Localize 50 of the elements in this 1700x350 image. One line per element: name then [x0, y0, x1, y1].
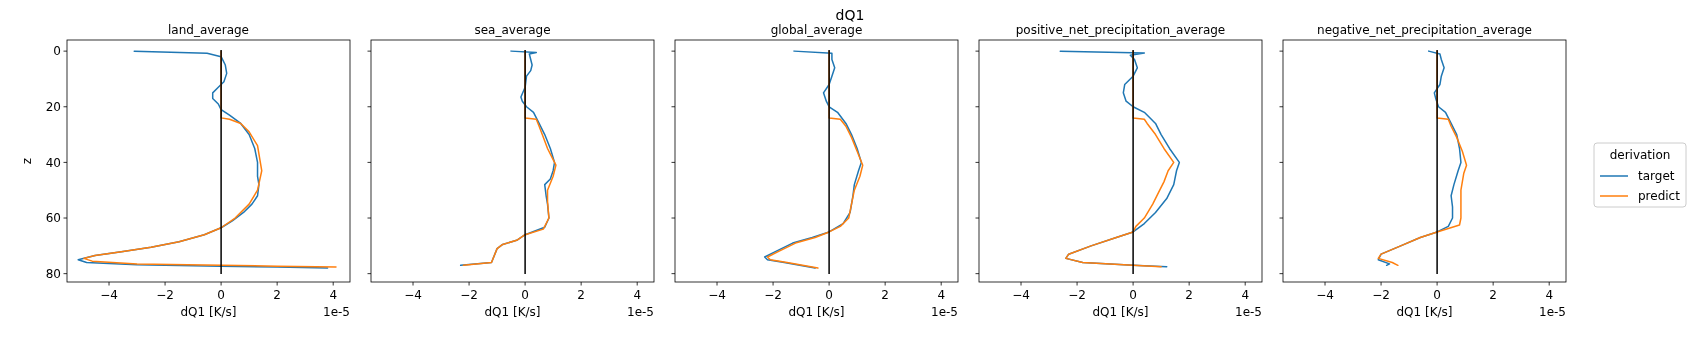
x-tick-label: 2 — [1185, 288, 1193, 302]
legend-label: predict — [1638, 189, 1681, 204]
x-axis-title: dQ1 [K/s] — [1092, 305, 1149, 319]
x-tick-label: 0 — [217, 288, 225, 302]
chart-title: negative_net_precipitation_average — [1317, 23, 1532, 37]
x-tick-label: 4 — [329, 288, 338, 302]
chart-subtitle: dQ1 — [835, 7, 865, 23]
text: 1e-5 — [323, 305, 350, 319]
legend-label: target — [1638, 169, 1675, 184]
x-tick-label: 4 — [1241, 288, 1250, 302]
x-tick-label: −4 — [1316, 288, 1334, 302]
x-axis-title: dQ1 [K/s] — [484, 305, 541, 319]
x-tick-label: −2 — [1068, 288, 1086, 302]
y-tick-label: 80 — [45, 266, 61, 281]
x-tick-label: −2 — [460, 288, 478, 302]
y-tick-label: 60 — [45, 211, 61, 226]
y-tick-label: 40 — [45, 155, 61, 170]
x-tick-label: −4 — [100, 288, 118, 302]
x-tick-label: −4 — [404, 288, 422, 302]
chart-title: positive_net_precipitation_average — [1015, 23, 1226, 37]
x-tick-label: 2 — [881, 288, 889, 302]
text: 1e-5 — [1235, 305, 1262, 319]
x-axis-title: dQ1 [K/s] — [180, 305, 237, 319]
y-tick-label: 20 — [45, 99, 61, 114]
text: 1e-5 — [1539, 305, 1566, 319]
x-axis-title: dQ1 [K/s] — [788, 305, 845, 319]
chart-title: sea_average — [474, 23, 551, 37]
x-tick-label: −4 — [708, 288, 726, 302]
x-tick-label: 0 — [1433, 288, 1441, 302]
text: 1e-5 — [627, 305, 654, 319]
x-tick-label: −4 — [1012, 288, 1030, 302]
x-tick-label: −2 — [156, 288, 174, 302]
x-tick-label: 0 — [521, 288, 529, 302]
y-tick-label: 0 — [53, 44, 61, 59]
x-axis-title: dQ1 [K/s] — [1396, 305, 1453, 319]
x-tick-label: 4 — [1545, 288, 1554, 302]
x-tick-label: 0 — [825, 288, 833, 302]
x-tick-label: 2 — [273, 288, 281, 302]
x-tick-label: 4 — [633, 288, 642, 302]
chart-title: global_average — [770, 23, 863, 37]
x-tick-label: 4 — [937, 288, 946, 302]
x-tick-label: 2 — [1489, 288, 1497, 302]
x-tick-label: 2 — [577, 288, 585, 302]
chart-title: land_average — [167, 23, 250, 37]
x-tick-label: −2 — [1372, 288, 1390, 302]
legend-title: derivation — [1609, 148, 1671, 162]
y-axis-title: z — [20, 157, 34, 165]
x-tick-label: 0 — [1129, 288, 1137, 302]
x-tick-label: −2 — [764, 288, 782, 302]
text: 1e-5 — [931, 305, 958, 319]
